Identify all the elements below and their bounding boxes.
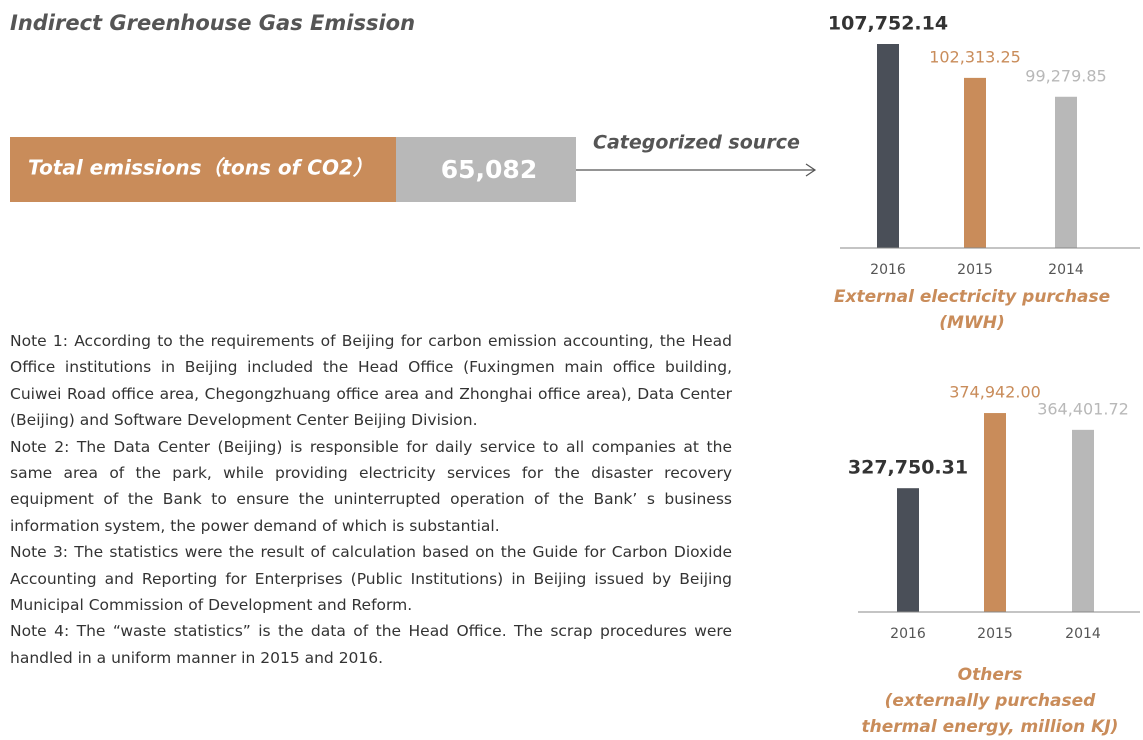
title: Indirect Greenhouse Gas Emission [10, 11, 415, 35]
notes: Note 1: According to the requirements of… [10, 328, 732, 671]
value-label: 364,401.72 [1037, 399, 1129, 418]
bar [1072, 429, 1094, 612]
value-label: 327,750.31 [848, 457, 968, 479]
note: Note 4: The “waste statistics” is the da… [10, 622, 732, 667]
x-tick-label: 2015 [957, 262, 993, 278]
arrow-label: Categorized source [593, 132, 800, 154]
x-tick-label: 2016 [890, 626, 926, 642]
value-label: 102,313.25 [929, 47, 1021, 66]
bar [1055, 96, 1077, 249]
total-label: Total emissions（tons of CO2） [28, 156, 373, 180]
chart-title: External electricity purchase [834, 287, 1110, 307]
total-value-box [396, 137, 576, 202]
x-tick-label: 2016 [870, 262, 906, 278]
chart-title: (MWH) [939, 313, 1004, 333]
note: Note 1: According to the requirements of… [10, 332, 732, 430]
chart-title: (externally purchased [885, 691, 1096, 711]
bar [964, 77, 986, 248]
x-tick-label: 2014 [1048, 262, 1084, 278]
bar [897, 488, 919, 612]
chart-title: thermal energy, million KJ) [862, 717, 1119, 737]
bar [984, 413, 1006, 612]
value-label: 99,279.85 [1025, 66, 1106, 85]
total-label-box [10, 137, 396, 202]
value-label: 107,752.14 [828, 13, 948, 35]
x-tick-label: 2014 [1065, 626, 1101, 642]
x-tick-label: 2015 [977, 626, 1013, 642]
chart-title: Others [958, 665, 1023, 685]
note: Note 3: The statistics were the result o… [10, 543, 732, 615]
total-value: 65,082 [441, 155, 537, 184]
note: Note 2: The Data Center (Beijing) is res… [10, 437, 732, 535]
arrow-head [805, 163, 817, 177]
bar [877, 44, 899, 248]
value-label: 374,942.00 [949, 383, 1041, 402]
